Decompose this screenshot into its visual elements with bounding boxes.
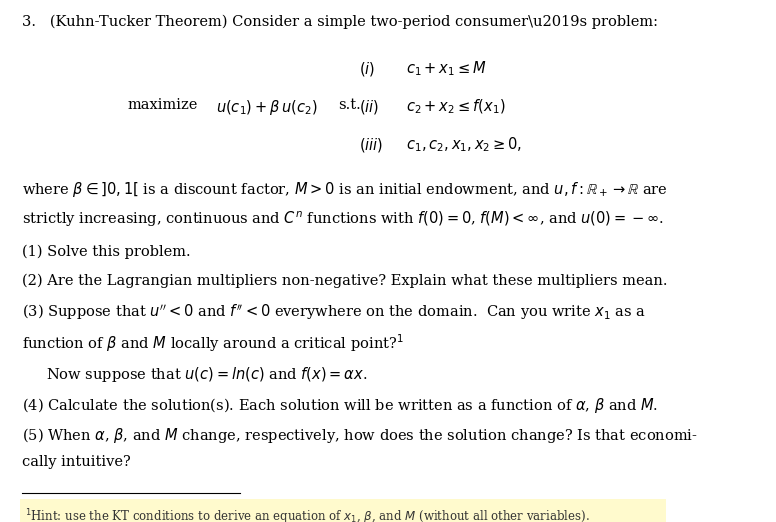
Text: (5) When $\alpha$, $\beta$, and $M$ change, respectively, how does the solution : (5) When $\alpha$, $\beta$, and $M$ chan…: [22, 426, 698, 445]
Text: $(ii)$: $(ii)$: [359, 98, 379, 116]
Text: maximize: maximize: [127, 98, 198, 112]
Text: s.t.: s.t.: [338, 98, 361, 112]
Text: $c_1, c_2, x_1, x_2 \geq 0,$: $c_1, c_2, x_1, x_2 \geq 0,$: [407, 136, 523, 155]
FancyBboxPatch shape: [20, 500, 667, 522]
Text: function of $\beta$ and $M$ locally around a critical point?$^1$: function of $\beta$ and $M$ locally arou…: [22, 332, 404, 353]
Text: (4) Calculate the solution(s). Each solution will be written as a function of $\: (4) Calculate the solution(s). Each solu…: [22, 396, 658, 415]
Text: 3.   (Kuhn-Tucker Theorem) Consider a simple two-period consumer\u2019s problem:: 3. (Kuhn-Tucker Theorem) Consider a simp…: [22, 15, 658, 29]
Text: $^1$Hint: use the KT conditions to derive an equation of $x_1$, $\beta$, and $M$: $^1$Hint: use the KT conditions to deriv…: [25, 507, 590, 522]
Text: where $\beta \in ]0, 1[$ is a discount factor, $M > 0$ is an initial endowment, : where $\beta \in ]0, 1[$ is a discount f…: [22, 181, 667, 199]
Text: strictly increasing, continuous and $C^n$ functions with $f(0) = 0$, $f(M) < \in: strictly increasing, continuous and $C^n…: [22, 210, 663, 229]
Text: (1) Solve this problem.: (1) Solve this problem.: [22, 244, 190, 259]
Text: $c_1 + x_1 \leq M$: $c_1 + x_1 \leq M$: [407, 60, 487, 78]
Text: cally intuitive?: cally intuitive?: [22, 455, 130, 469]
Text: (2) Are the Lagrangian multipliers non-negative? Explain what these multipliers : (2) Are the Lagrangian multipliers non-n…: [22, 274, 667, 288]
Text: (3) Suppose that $u'' < 0$ and $f'' < 0$ everywhere on the domain.  Can you writ: (3) Suppose that $u'' < 0$ and $f'' < 0$…: [22, 303, 646, 323]
Text: $(i)$: $(i)$: [359, 60, 375, 78]
Text: $(iii)$: $(iii)$: [359, 136, 383, 153]
Text: $c_2 + x_2 \leq f(x_1)$: $c_2 + x_2 \leq f(x_1)$: [407, 98, 506, 116]
Text: $u(c_1) + \beta\, u(c_2)$: $u(c_1) + \beta\, u(c_2)$: [216, 98, 317, 116]
Text: Now suppose that $u(c) = ln(c)$ and $f(x) = \alpha x$.: Now suppose that $u(c) = ln(c)$ and $f(x…: [46, 365, 367, 384]
